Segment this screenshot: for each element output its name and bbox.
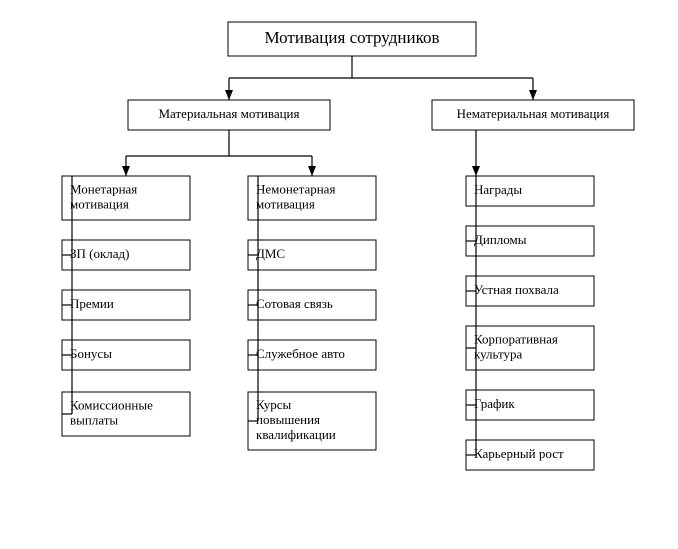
nonmonetary-item-4-label: Курсы bbox=[256, 397, 291, 412]
intangible-item-1-label: Дипломы bbox=[474, 232, 527, 247]
nonmonetary-item-1-label: ДМС bbox=[256, 246, 285, 261]
nonmonetary-item-4: Курсыповышенияквалификации bbox=[248, 392, 376, 450]
mid-intangible-label: Нематериальная мотивация bbox=[457, 106, 610, 121]
intangible-item-3: Корпоративнаякультура bbox=[466, 326, 594, 370]
monetary-item-3-label: Бонусы bbox=[70, 346, 112, 361]
nonmonetary-item-0: Немонетарнаямотивация bbox=[248, 176, 376, 220]
intangible-item-2-label: Устная похвала bbox=[474, 282, 559, 297]
root-node: Мотивация сотрудников bbox=[228, 22, 476, 56]
root-node-label: Мотивация сотрудников bbox=[264, 28, 439, 47]
mid-intangible: Нематериальная мотивация bbox=[432, 100, 634, 130]
intangible-item-3-label: Корпоративная bbox=[474, 331, 558, 346]
mid-material: Материальная мотивация bbox=[128, 100, 330, 130]
intangible-item-5-label: Карьерный рост bbox=[474, 446, 564, 461]
intangible-item-4: График bbox=[466, 390, 594, 420]
monetary-item-4-label: Комиссионные bbox=[70, 397, 153, 412]
monetary-item-2: Премии bbox=[62, 290, 190, 320]
mid-material-label: Материальная мотивация bbox=[159, 106, 300, 121]
intangible-item-0: Награды bbox=[466, 176, 594, 206]
intangible-item-0-label: Награды bbox=[474, 182, 522, 197]
monetary-item-4-label: выплаты bbox=[70, 412, 118, 427]
nonmonetary-item-2-label: Сотовая связь bbox=[256, 296, 333, 311]
motivation-diagram: Мотивация сотрудников Материальная мотива… bbox=[0, 0, 678, 549]
nonmonetary-item-4-label: повышения bbox=[256, 412, 320, 427]
nonmonetary-item-3: Служебное авто bbox=[248, 340, 376, 370]
nonmonetary-item-2: Сотовая связь bbox=[248, 290, 376, 320]
monetary-item-4: Комиссионныевыплаты bbox=[62, 392, 190, 436]
intangible-item-1: Дипломы bbox=[466, 226, 594, 256]
monetary-item-1: ЗП (оклад) bbox=[62, 240, 190, 270]
nonmonetary-item-0-label: мотивация bbox=[256, 196, 315, 211]
nonmonetary-item-3-label: Служебное авто bbox=[256, 346, 345, 361]
intangible-item-4-label: График bbox=[474, 396, 515, 411]
monetary-item-2-label: Премии bbox=[70, 296, 114, 311]
monetary-item-0: Монетарнаямотивация bbox=[62, 176, 190, 220]
intangible-item-3-label: культура bbox=[474, 346, 522, 361]
nonmonetary-item-4-label: квалификации bbox=[256, 427, 336, 442]
intangible-item-2: Устная похвала bbox=[466, 276, 594, 306]
monetary-item-0-label: Монетарная bbox=[70, 181, 137, 196]
intangible-item-5: Карьерный рост bbox=[466, 440, 594, 470]
nonmonetary-item-0-label: Немонетарная bbox=[256, 181, 335, 196]
monetary-item-0-label: мотивация bbox=[70, 196, 129, 211]
monetary-item-3: Бонусы bbox=[62, 340, 190, 370]
monetary-item-1-label: ЗП (оклад) bbox=[70, 246, 130, 261]
nonmonetary-item-1: ДМС bbox=[248, 240, 376, 270]
